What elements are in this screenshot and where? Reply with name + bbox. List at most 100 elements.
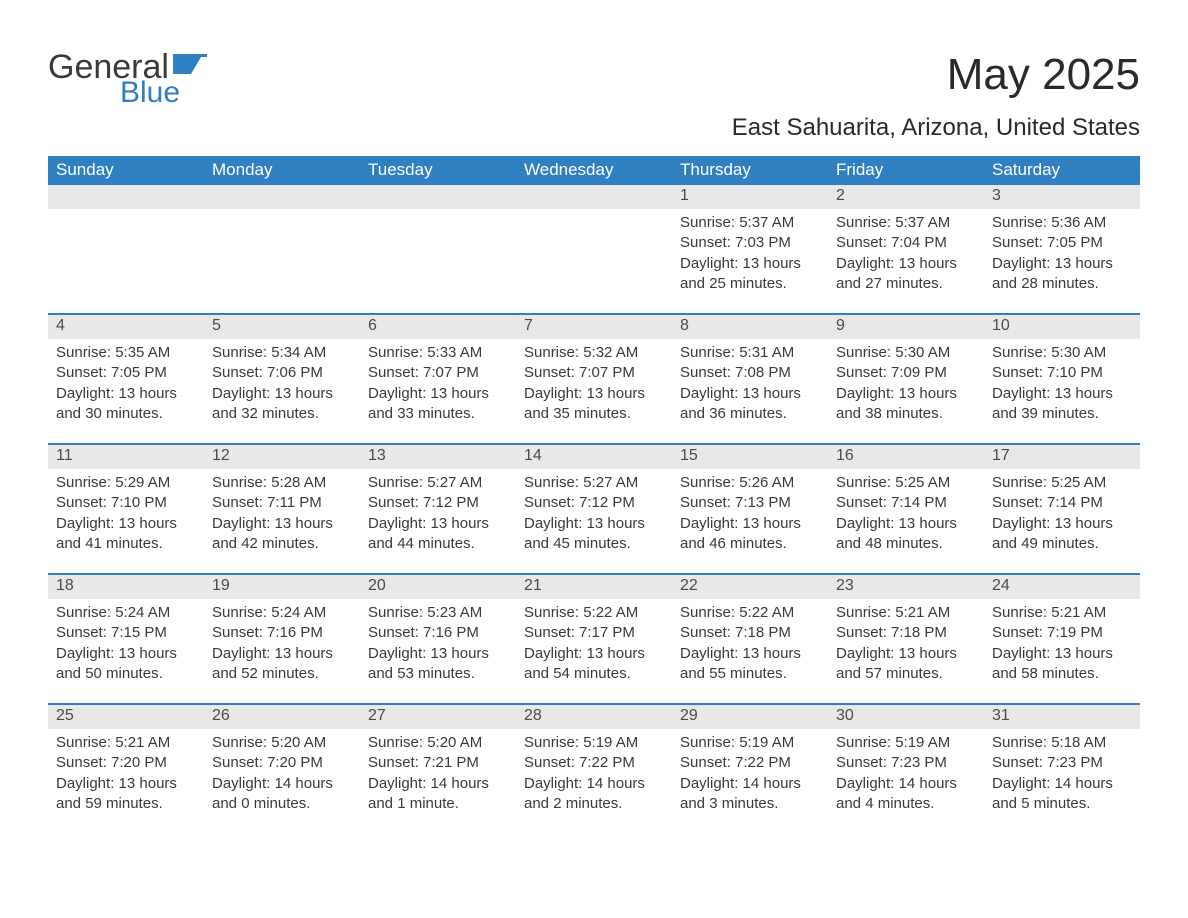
daylight-line: Daylight: 13 hours and 28 minutes. [992,254,1132,295]
day-number: 18 [48,575,204,599]
daylight-line: Daylight: 13 hours and 25 minutes. [680,254,820,295]
sunrise-line: Sunrise: 5:26 AM [680,473,820,493]
daylight-line: Daylight: 13 hours and 41 minutes. [56,514,196,555]
sunset-line: Sunset: 7:18 PM [680,623,820,643]
sunrise-line: Sunrise: 5:31 AM [680,343,820,363]
daylight-line: Daylight: 13 hours and 38 minutes. [836,384,976,425]
daylight-line: Daylight: 13 hours and 58 minutes. [992,644,1132,685]
sunrise-line: Sunrise: 5:37 AM [836,213,976,233]
week-row: 4Sunrise: 5:35 AMSunset: 7:05 PMDaylight… [48,313,1140,443]
sunset-line: Sunset: 7:17 PM [524,623,664,643]
daylight-line: Daylight: 13 hours and 54 minutes. [524,644,664,685]
day-content: Sunrise: 5:24 AMSunset: 7:16 PMDaylight:… [204,599,360,694]
day-number: 19 [204,575,360,599]
day-number: 15 [672,445,828,469]
day-number: 23 [828,575,984,599]
sunset-line: Sunset: 7:23 PM [836,753,976,773]
day-cell: 3Sunrise: 5:36 AMSunset: 7:05 PMDaylight… [984,185,1140,313]
day-cell: 23Sunrise: 5:21 AMSunset: 7:18 PMDayligh… [828,575,984,703]
daylight-line: Daylight: 13 hours and 50 minutes. [56,644,196,685]
day-number [204,185,360,209]
sunrise-line: Sunrise: 5:30 AM [836,343,976,363]
sunset-line: Sunset: 7:12 PM [524,493,664,513]
sunset-line: Sunset: 7:10 PM [992,363,1132,383]
day-cell: 31Sunrise: 5:18 AMSunset: 7:23 PMDayligh… [984,705,1140,833]
daylight-line: Daylight: 13 hours and 30 minutes. [56,384,196,425]
daylight-line: Daylight: 14 hours and 0 minutes. [212,774,352,815]
day-cell: 19Sunrise: 5:24 AMSunset: 7:16 PMDayligh… [204,575,360,703]
day-number: 3 [984,185,1140,209]
daylight-line: Daylight: 13 hours and 45 minutes. [524,514,664,555]
day-content: Sunrise: 5:26 AMSunset: 7:13 PMDaylight:… [672,469,828,564]
sunset-line: Sunset: 7:09 PM [836,363,976,383]
day-number [360,185,516,209]
sunrise-line: Sunrise: 5:20 AM [212,733,352,753]
day-cell: 27Sunrise: 5:20 AMSunset: 7:21 PMDayligh… [360,705,516,833]
weekday-header-row: SundayMondayTuesdayWednesdayThursdayFrid… [48,156,1140,185]
day-content: Sunrise: 5:21 AMSunset: 7:19 PMDaylight:… [984,599,1140,694]
day-number: 29 [672,705,828,729]
daylight-line: Daylight: 13 hours and 42 minutes. [212,514,352,555]
day-cell: 14 Sunrise: 5:27 AMSunset: 7:12 PMDayligh… [516,445,672,573]
sunrise-line: Sunrise: 5:32 AM [524,343,664,363]
sunrise-line: Sunrise: 5:30 AM [992,343,1132,363]
day-content: Sunrise: 5:34 AMSunset: 7:06 PMDaylight:… [204,339,360,434]
sunset-line: Sunset: 7:04 PM [836,233,976,253]
day-number: 11 [48,445,204,469]
day-number: 24 [984,575,1140,599]
day-content: Sunrise: 5:21 AMSunset: 7:20 PMDaylight:… [48,729,204,824]
day-content: Sunrise: 5:24 AMSunset: 7:15 PMDaylight:… [48,599,204,694]
day-content: Sunrise: 5:21 AMSunset: 7:18 PMDaylight:… [828,599,984,694]
sunset-line: Sunset: 7:08 PM [680,363,820,383]
daylight-line: Daylight: 13 hours and 32 minutes. [212,384,352,425]
day-content: Sunrise: 5:29 AMSunset: 7:10 PMDaylight:… [48,469,204,564]
day-content: Sunrise: 5:23 AMSunset: 7:16 PMDaylight:… [360,599,516,694]
sunset-line: Sunset: 7:14 PM [836,493,976,513]
day-content: Sunrise: 5:37 AMSunset: 7:03 PMDaylight:… [672,209,828,304]
sunrise-line: Sunrise: 5:29 AM [56,473,196,493]
day-number [48,185,204,209]
weekday-header: Saturday [984,156,1140,185]
sunset-line: Sunset: 7:15 PM [56,623,196,643]
sunset-line: Sunset: 7:18 PM [836,623,976,643]
day-number: 14 [516,445,672,469]
day-number: 21 [516,575,672,599]
weekday-header: Sunday [48,156,204,185]
day-number: 5 [204,315,360,339]
logo-text-blue: Blue [120,78,207,108]
sunrise-line: Sunrise: 5:19 AM [680,733,820,753]
sunrise-line: Sunrise: 5:34 AM [212,343,352,363]
sunset-line: Sunset: 7:16 PM [368,623,508,643]
day-content: Sunrise: 5:35 AMSunset: 7:05 PMDaylight:… [48,339,204,434]
day-content: Sunrise: 5:25 AMSunset: 7:14 PMDaylight:… [828,469,984,564]
day-content: Sunrise: 5:20 AMSunset: 7:20 PMDaylight:… [204,729,360,824]
day-content: Sunrise: 5:27 AMSunset: 7:12 PMDaylight:… [360,469,516,564]
daylight-line: Daylight: 13 hours and 52 minutes. [212,644,352,685]
day-cell: 24Sunrise: 5:21 AMSunset: 7:19 PMDayligh… [984,575,1140,703]
flag-icon [173,54,207,78]
sunrise-line: Sunrise: 5:33 AM [368,343,508,363]
week-row: 25Sunrise: 5:21 AMSunset: 7:20 PMDayligh… [48,703,1140,833]
day-content: Sunrise: 5:33 AMSunset: 7:07 PMDaylight:… [360,339,516,434]
daylight-line: Daylight: 13 hours and 44 minutes. [368,514,508,555]
sunset-line: Sunset: 7:05 PM [56,363,196,383]
day-number: 10 [984,315,1140,339]
day-content: Sunrise: 5:20 AMSunset: 7:21 PMDaylight:… [360,729,516,824]
sunset-line: Sunset: 7:13 PM [680,493,820,513]
sunset-line: Sunset: 7:22 PM [524,753,664,773]
sunset-line: Sunset: 7:16 PM [212,623,352,643]
sunrise-line: Sunrise: 5:22 AM [524,603,664,623]
sunrise-line: Sunrise: 5:25 AM [992,473,1132,493]
sunrise-line: Sunrise: 5:36 AM [992,213,1132,233]
sunset-line: Sunset: 7:20 PM [56,753,196,773]
sunrise-line: Sunrise: 5:20 AM [368,733,508,753]
day-cell [48,185,204,313]
day-cell: 16Sunrise: 5:25 AMSunset: 7:14 PMDayligh… [828,445,984,573]
day-cell: 8Sunrise: 5:31 AMSunset: 7:08 PMDaylight… [672,315,828,443]
sunrise-line: Sunrise: 5:27 AM [524,473,664,493]
daylight-line: Daylight: 13 hours and 57 minutes. [836,644,976,685]
day-content: Sunrise: 5:22 AMSunset: 7:18 PMDaylight:… [672,599,828,694]
sunset-line: Sunset: 7:07 PM [524,363,664,383]
day-number: 31 [984,705,1140,729]
daylight-line: Daylight: 14 hours and 3 minutes. [680,774,820,815]
